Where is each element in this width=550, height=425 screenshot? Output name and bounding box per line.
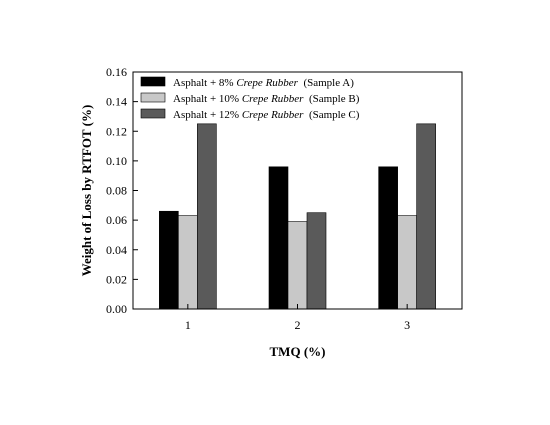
bar-series-2-cat-1	[178, 215, 198, 310]
bar-series-2-cat-2	[287, 221, 308, 310]
legend-label-prefix: Asphalt + 10%	[173, 93, 242, 105]
y-tick-label: 0.00	[106, 302, 127, 316]
legend-label-1: Asphalt + 8% Crepe Rubber (Sample A)	[173, 77, 354, 89]
y-tick-label: 0.12	[106, 124, 127, 138]
legend-label-suffix: (Sample B)	[303, 93, 359, 105]
y-tick-label: 0.04	[106, 243, 127, 257]
legend-swatch-2	[140, 92, 166, 103]
legend-label-prefix: Asphalt + 8%	[173, 77, 236, 89]
bar-series-2-cat-3	[397, 215, 417, 310]
y-axis-title: Weight of Loss by RTFOT (%)	[79, 105, 94, 277]
y-tick-label: 0.02	[106, 272, 127, 286]
legend-label-suffix: (Sample C)	[303, 109, 359, 121]
legend-swatch-3	[140, 108, 166, 119]
legend-label-italic: Crepe Rubber	[242, 93, 304, 105]
x-tick-label: 1	[185, 318, 191, 332]
y-axis: 0.00 0.02 0.04 0.06 0.08 0.10 0.12 0.14 0.16	[106, 65, 138, 316]
bars-group	[159, 123, 436, 310]
y-tick-label: 0.14	[106, 95, 127, 109]
bar-series-1-cat-3	[378, 166, 398, 310]
legend-swatch-1	[140, 76, 166, 87]
legend-label-italic: Crepe Rubber	[236, 77, 298, 89]
y-tick-label: 0.10	[106, 154, 127, 168]
legend-label-3: Asphalt + 12% Crepe Rubber (Sample C)	[173, 109, 360, 121]
legend: Asphalt + 8% Crepe Rubber (Sample A)Asph…	[140, 76, 360, 121]
legend-label-prefix: Asphalt + 12%	[173, 109, 242, 121]
bar-series-3-cat-1	[197, 123, 217, 310]
legend-label-suffix: (Sample A)	[298, 77, 354, 89]
bar-series-1-cat-2	[268, 166, 289, 310]
y-tick-label: 0.16	[106, 65, 127, 79]
legend-label-2: Asphalt + 10% Crepe Rubber (Sample B)	[173, 93, 360, 105]
x-tick-label: 2	[295, 318, 301, 332]
y-tick-label: 0.06	[106, 213, 127, 227]
y-tick-label: 0.08	[106, 184, 127, 198]
legend-label-italic: Crepe Rubber	[242, 109, 304, 121]
bar-series-1-cat-1	[159, 210, 179, 310]
x-axis-title: TMQ (%)	[270, 344, 326, 359]
bar-series-3-cat-3	[416, 123, 436, 310]
x-axis: 1 2 3	[185, 304, 410, 332]
bar-series-3-cat-2	[306, 212, 327, 310]
x-tick-label: 3	[404, 318, 410, 332]
